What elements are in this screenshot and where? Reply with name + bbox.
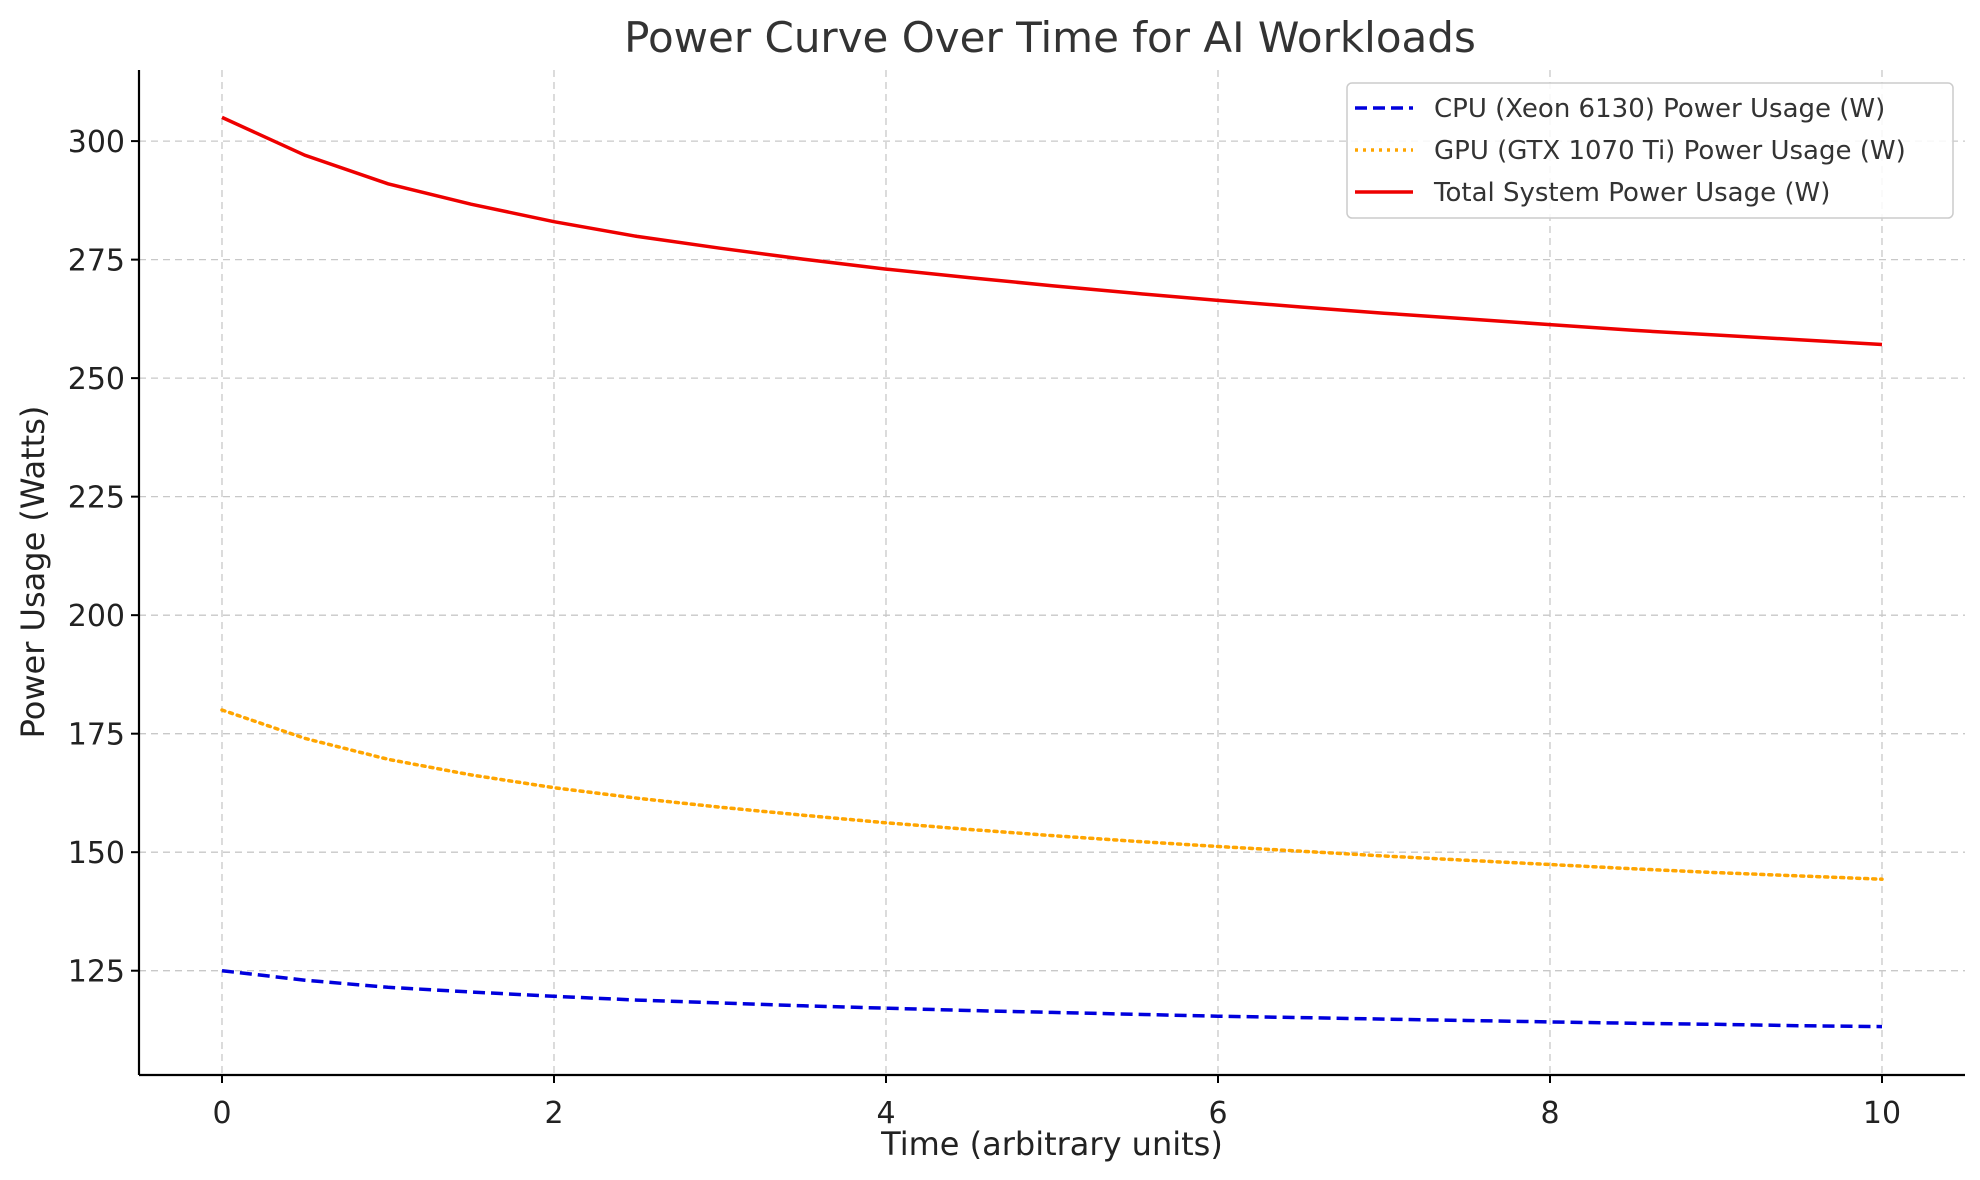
legend-label-2: Total System Power Usage (W)	[1433, 178, 1830, 208]
y-axis-label: Power Usage (Watts)	[14, 406, 52, 739]
series-line-0	[221, 968, 1883, 1029]
y-tick-label: 225	[68, 481, 125, 516]
plot-series	[220, 115, 1884, 1029]
axes-spines	[137, 70, 1965, 1077]
x-tick-label: 0	[212, 1096, 231, 1131]
y-tick-label: 175	[68, 718, 125, 753]
legend: CPU (Xeon 6130) Power Usage (W) GPU (GTX …	[1346, 82, 1954, 219]
x-tick-label: 8	[1540, 1096, 1559, 1131]
x-tick-label: 10	[1863, 1096, 1901, 1131]
legend-items: CPU (Xeon 6130) Power Usage (W) GPU (GTX …	[1355, 94, 1906, 208]
y-tick-label: 250	[68, 362, 125, 397]
legend-label-1: GPU (GTX 1070 Ti) Power Usage (W)	[1434, 136, 1906, 166]
x-axis-label: Time (arbitrary units)	[880, 1125, 1223, 1163]
legend-label-0: CPU (Xeon 6130) Power Usage (W)	[1434, 94, 1885, 124]
y-tick-label: 125	[68, 955, 125, 990]
y-axis-ticks: 125 150 175 200 225 250 275 300	[68, 125, 139, 990]
x-axis-ticks: 0 2 4 6 8 10	[212, 1075, 1901, 1131]
legend-box	[1346, 82, 1954, 219]
y-tick-label: 300	[68, 125, 125, 160]
series-line-2	[221, 115, 1883, 347]
series-line-1	[220, 708, 1884, 881]
x-tick-label: 6	[1208, 1096, 1227, 1131]
chart-title: Power Curve Over Time for AI Workloads	[624, 13, 1476, 62]
x-tick-label: 4	[876, 1096, 895, 1131]
y-tick-label: 150	[68, 836, 125, 871]
grid-lines	[139, 70, 1965, 1075]
x-tick-label: 2	[544, 1096, 563, 1131]
y-tick-label: 275	[68, 244, 125, 279]
y-tick-label: 200	[68, 599, 125, 634]
